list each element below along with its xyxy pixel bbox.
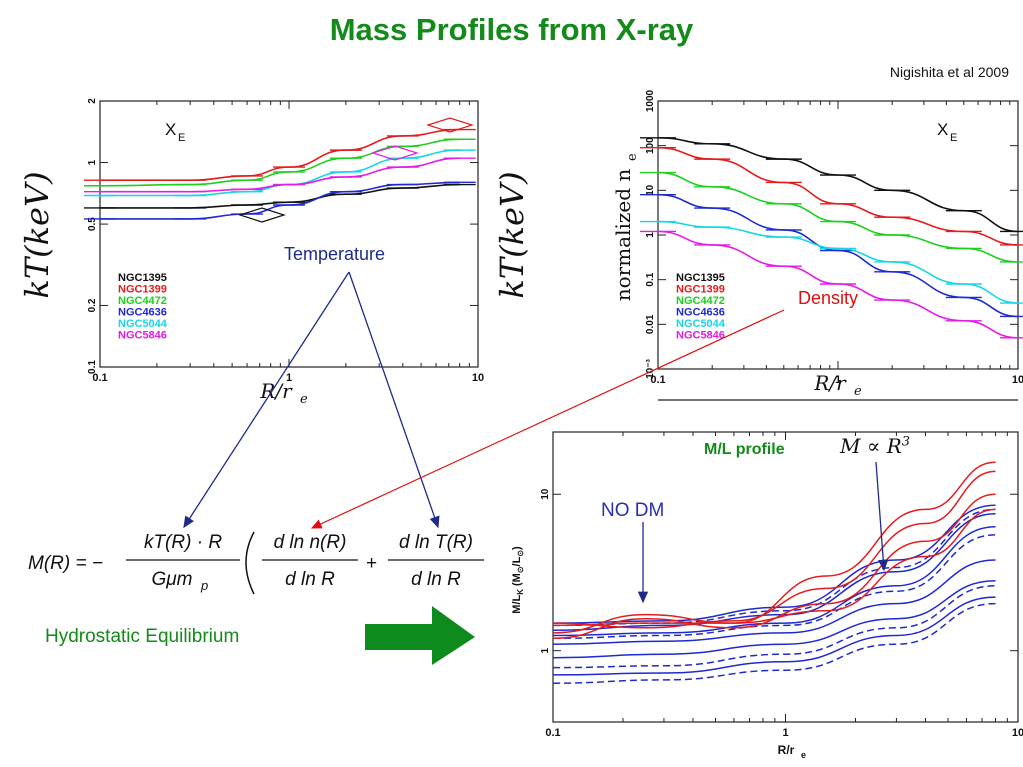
series-line bbox=[657, 137, 1019, 233]
y-tick-label: 0.1 bbox=[645, 272, 656, 286]
legend-entry: NGC1399 bbox=[676, 284, 725, 296]
legend-entry: NGC1395 bbox=[676, 272, 725, 284]
y-axis-label-units-sub: ⊙ bbox=[516, 550, 525, 557]
x-axis-label: R/r bbox=[813, 371, 847, 395]
eq-lhs: M(R) = − bbox=[28, 553, 103, 574]
y-axis-label-units: (M bbox=[511, 573, 523, 586]
uncertainty-diamond bbox=[238, 207, 286, 223]
y-tick-label: 10 bbox=[645, 184, 656, 196]
x-axis-label: R/r bbox=[778, 743, 795, 757]
y-tick-label: 0.2 bbox=[87, 298, 98, 312]
citation: Nigishita et al 2009 bbox=[889, 64, 1009, 80]
eq-frac2-den: d ln R bbox=[285, 569, 335, 590]
y-axis-label-units-end: ) bbox=[511, 546, 523, 550]
y-tick-label: 100 bbox=[645, 137, 656, 154]
legend-entry: NGC5044 bbox=[118, 318, 168, 330]
x-tick-label: 0.1 bbox=[545, 727, 560, 739]
series-line bbox=[552, 585, 996, 669]
plot-frame bbox=[552, 431, 1019, 723]
series-line bbox=[552, 596, 996, 676]
x-axis-label-sub: e bbox=[801, 750, 806, 760]
series-line bbox=[552, 493, 996, 640]
series-line bbox=[657, 146, 1019, 246]
x-tick-label: 1 bbox=[835, 374, 841, 386]
temperature-chart: 0.1 1 100.10.20.512NGC1395NGC1399NGC4472NG… bbox=[18, 98, 530, 407]
y-tick-label: 0.1 bbox=[87, 360, 98, 374]
legend-entry: NGC4472 bbox=[118, 295, 167, 307]
temperature-label: Temperature bbox=[284, 244, 386, 264]
hydrostatic-equation: M(R) = − kT(R) · R Gμm p d ln n(R) d ln … bbox=[28, 531, 484, 595]
series-line bbox=[552, 513, 996, 632]
y-tick-label: 1 bbox=[645, 232, 656, 238]
legend-entry: NGC5044 bbox=[676, 318, 726, 330]
eq-plus: + bbox=[366, 553, 377, 574]
y-axis-label: kT(keV) bbox=[18, 171, 56, 298]
x-tick-label: 10 bbox=[472, 372, 484, 384]
page-title: Mass Profiles from X-ray bbox=[329, 12, 694, 47]
series-line bbox=[552, 602, 996, 684]
y-axis-label-units-sub: ⊙ bbox=[516, 566, 525, 573]
y-axis-label-sub: e bbox=[625, 153, 640, 161]
legend-entry: NGC1399 bbox=[118, 284, 167, 296]
eq-frac1-den: Gμm bbox=[151, 569, 192, 590]
series-line bbox=[552, 525, 996, 637]
uncertainty-diamond bbox=[426, 117, 474, 133]
legend-entry: NGC5846 bbox=[676, 330, 725, 342]
y-axis-label-main: M/L bbox=[511, 594, 523, 613]
y-tick-label: 2 bbox=[87, 98, 98, 104]
y-tick-label: 1 bbox=[540, 647, 551, 653]
y-tick-label: 1 bbox=[87, 159, 98, 165]
density-chart: 0.1 1 1010⁻³0.010.11101001000NGC1395NGC139… bbox=[611, 89, 1023, 401]
m-prop-exponent: 3 bbox=[901, 434, 911, 450]
y-tick-label: 10 bbox=[540, 488, 551, 500]
y-axis-label-units-mid: /L bbox=[511, 556, 523, 566]
eq-frac1-den-sub: p bbox=[200, 578, 208, 593]
y-axis-label-sub: K bbox=[516, 589, 525, 595]
series-line bbox=[552, 579, 996, 659]
series-line bbox=[552, 559, 996, 645]
series-line bbox=[552, 470, 996, 629]
x-tick-label: 10 bbox=[1012, 374, 1023, 386]
m-proportional-label: M ∝ R3 bbox=[840, 434, 910, 458]
y-tick-label: 1000 bbox=[645, 89, 656, 112]
m-prop-text: M ∝ R bbox=[840, 434, 902, 458]
panel-label: X bbox=[165, 120, 176, 139]
series-line bbox=[100, 157, 460, 193]
eq-frac3-den: d ln R bbox=[411, 569, 461, 590]
legend-entry: NGC4636 bbox=[118, 307, 167, 319]
y-tick-label: 10⁻³ bbox=[645, 358, 656, 378]
eq-frac2-num: d ln n(R) bbox=[274, 532, 347, 553]
big-green-arrow bbox=[365, 606, 475, 665]
no-dm-label: NO DM bbox=[601, 500, 665, 521]
series-line bbox=[552, 508, 996, 627]
series-line bbox=[552, 504, 996, 624]
x-axis-label-sub: e bbox=[854, 384, 862, 399]
eq-frac1-num: kT(R) · R bbox=[144, 532, 222, 553]
y-tick-label: 0.5 bbox=[87, 217, 98, 231]
x-tick-label: 0.1 bbox=[92, 372, 107, 384]
panel-label-sub: E bbox=[178, 132, 185, 144]
y-axis-label-repeat: kT(keV) bbox=[493, 171, 530, 298]
legend-entry: NGC1395 bbox=[118, 272, 167, 284]
legend-entry: NGC4472 bbox=[676, 295, 725, 307]
legend-entry: NGC4636 bbox=[676, 307, 725, 319]
hydrostatic-label: Hydrostatic Equilibrium bbox=[45, 626, 240, 647]
series-line bbox=[552, 461, 996, 634]
panel-label-sub: E bbox=[950, 132, 957, 144]
legend-entry: NGC5846 bbox=[118, 330, 167, 342]
x-tick-label: 1 bbox=[782, 727, 788, 739]
uncertainty-diamond bbox=[371, 145, 419, 161]
series-line bbox=[552, 534, 996, 640]
x-tick-label: 10 bbox=[1012, 727, 1023, 739]
y-tick-label: 0.01 bbox=[645, 314, 656, 334]
y-axis-label: M/LK(M⊙/L⊙) bbox=[511, 546, 525, 614]
y-axis-label: normalized n bbox=[611, 169, 635, 302]
density-label: Density bbox=[798, 288, 859, 308]
panel-label: X bbox=[937, 120, 948, 139]
x-axis-label-sub: e bbox=[300, 392, 308, 407]
x-axis-label: R/r bbox=[259, 379, 293, 403]
eq-frac3-num: d ln T(R) bbox=[399, 532, 473, 553]
ml-profile-label: M/L profile bbox=[704, 441, 785, 458]
